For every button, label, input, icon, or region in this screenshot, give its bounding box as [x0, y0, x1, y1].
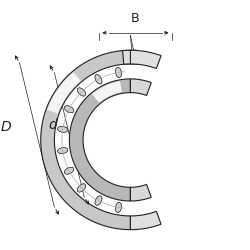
- Ellipse shape: [116, 68, 121, 78]
- Polygon shape: [130, 50, 161, 68]
- Ellipse shape: [64, 167, 74, 174]
- Ellipse shape: [77, 184, 86, 192]
- Ellipse shape: [64, 167, 74, 174]
- Polygon shape: [41, 50, 130, 230]
- Polygon shape: [130, 79, 151, 96]
- Polygon shape: [92, 81, 122, 103]
- Ellipse shape: [95, 75, 102, 84]
- Ellipse shape: [64, 106, 74, 112]
- Ellipse shape: [116, 202, 121, 212]
- Ellipse shape: [58, 148, 68, 154]
- Ellipse shape: [58, 126, 68, 132]
- Ellipse shape: [64, 106, 74, 112]
- Ellipse shape: [95, 196, 102, 205]
- Polygon shape: [130, 211, 161, 230]
- Polygon shape: [122, 50, 138, 64]
- Ellipse shape: [77, 88, 86, 96]
- Polygon shape: [130, 184, 151, 201]
- Text: B: B: [131, 12, 140, 25]
- Text: D: D: [0, 120, 11, 134]
- Text: d: d: [49, 118, 58, 132]
- Ellipse shape: [116, 68, 121, 78]
- Ellipse shape: [95, 75, 102, 84]
- Ellipse shape: [116, 202, 121, 212]
- Ellipse shape: [58, 126, 68, 132]
- Ellipse shape: [95, 196, 102, 205]
- Ellipse shape: [77, 88, 86, 96]
- Ellipse shape: [58, 148, 68, 154]
- Polygon shape: [47, 72, 81, 114]
- Ellipse shape: [77, 184, 86, 192]
- Polygon shape: [70, 79, 130, 201]
